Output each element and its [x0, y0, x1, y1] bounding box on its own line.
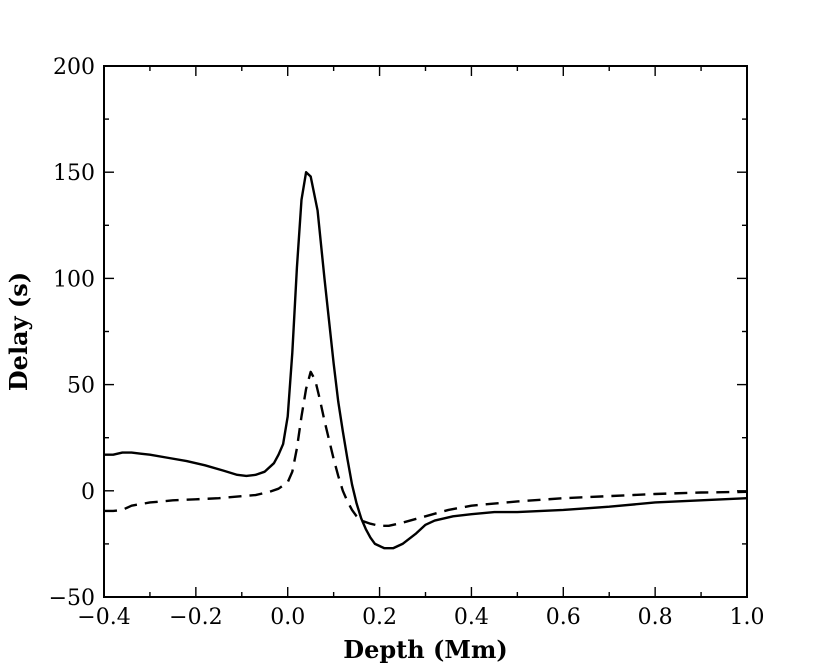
x-tick-label: −0.2 [169, 605, 222, 630]
y-tick-label: 150 [53, 161, 95, 186]
x-tick-label: 0.8 [638, 605, 673, 630]
y-tick-label: 50 [67, 374, 95, 399]
y-tick-label: 0 [81, 480, 95, 505]
y-tick-label: 200 [53, 55, 95, 80]
series-layer [104, 171, 748, 550]
x-tick-label: 0.0 [270, 605, 305, 630]
plot-background [104, 66, 747, 597]
x-tick-label: 0.6 [546, 605, 581, 630]
solid-series-line [104, 171, 748, 550]
y-tick-label: −50 [49, 586, 95, 611]
tick-label-layer: −0.4 −0.2 0.0 0.2 0.4 0.6 0.8 1.0 −50 0 50 100 150 20… [49, 55, 765, 630]
plot-frame [103, 65, 748, 598]
y-axis-title: Delay (s) [4, 272, 33, 391]
x-axis-title: Depth (Mm) [343, 635, 507, 664]
x-tick-label: 0.2 [362, 605, 397, 630]
x-tick-label: 1.0 [730, 605, 765, 630]
y-tick-label: 100 [53, 267, 95, 292]
dashed-series-line [104, 370, 748, 528]
x-tick-label: 0.4 [454, 605, 489, 630]
x-tick-label: −0.4 [77, 605, 130, 630]
